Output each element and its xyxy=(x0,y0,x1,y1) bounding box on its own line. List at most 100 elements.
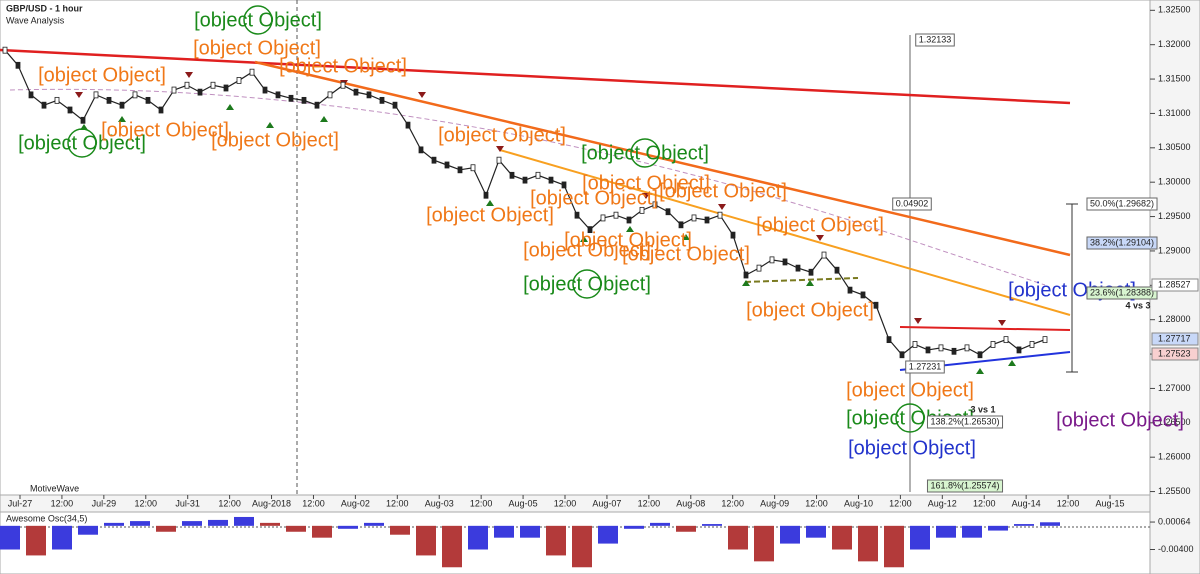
fib-box xyxy=(905,360,945,374)
y-tick-label: 1.32000 xyxy=(1158,39,1191,49)
candle xyxy=(327,91,333,99)
candle xyxy=(1029,341,1035,348)
x-tick-label: 12:00 xyxy=(218,498,241,508)
wave-label: [object Object] xyxy=(530,187,658,209)
fib-label: 138.2%(1.26530) xyxy=(930,416,999,426)
x-tick-label: Aug-02 xyxy=(341,498,370,508)
wave-label: [object Object] xyxy=(101,119,229,141)
candle xyxy=(80,116,86,124)
candle xyxy=(964,344,970,352)
fib-label: 38.2%(1.29104) xyxy=(1090,237,1154,247)
note: 4 vs 3 xyxy=(1125,300,1150,310)
y-tick-label: 1.29500 xyxy=(1158,211,1191,221)
osc-bar xyxy=(208,519,228,526)
x-tick-label: Aug-14 xyxy=(1012,498,1041,508)
wave-label: [object Object] xyxy=(438,124,566,146)
osc-bar xyxy=(312,525,332,538)
osc-bar xyxy=(806,525,826,538)
y-tick-label: 1.28000 xyxy=(1158,314,1191,324)
candle xyxy=(1003,336,1009,344)
candle xyxy=(54,96,60,104)
osc-bar xyxy=(988,525,1008,531)
osc-bar xyxy=(936,525,956,538)
candle xyxy=(392,101,398,109)
candle xyxy=(353,88,359,96)
price-tag-box xyxy=(1151,278,1199,292)
x-tick-label: 12:00 xyxy=(889,498,912,508)
x-tick-label: Aug-05 xyxy=(509,498,538,508)
wave-circle xyxy=(243,5,273,35)
candle xyxy=(262,86,268,94)
x-tick-label: Jul-29 xyxy=(92,498,117,508)
candle xyxy=(340,81,346,89)
y-tick-label: 1.30500 xyxy=(1158,142,1191,152)
x-tick-label: 12:00 xyxy=(135,498,158,508)
wave-label: [object Object] xyxy=(426,204,554,226)
candle xyxy=(41,101,47,109)
y-tick-label: 1.30000 xyxy=(1158,177,1191,187)
wave-label: [object Object] xyxy=(38,64,166,86)
x-tick-label: 12:00 xyxy=(470,498,493,508)
x-tick-label: Aug-08 xyxy=(676,498,705,508)
fib-box xyxy=(915,33,955,47)
osc-bar xyxy=(676,525,696,532)
candle xyxy=(743,271,749,279)
osc-bar xyxy=(494,525,514,538)
price-tag: 1.28527 xyxy=(1158,279,1191,289)
candle xyxy=(1042,336,1048,344)
osc-bar xyxy=(702,524,722,526)
x-tick-label: Aug-09 xyxy=(760,498,789,508)
wave-label: [object Object] xyxy=(194,9,322,31)
fib-box xyxy=(1086,197,1158,211)
y-tick-label: 1.25500 xyxy=(1158,486,1191,496)
fib-label: 50.0%(1.29682) xyxy=(1090,198,1154,208)
osc-bar xyxy=(884,525,904,568)
fib-label: 0.04902 xyxy=(896,198,929,208)
chart-title: GBP/USD - 1 hour xyxy=(6,3,83,13)
wave-label: [object Object] xyxy=(523,239,651,261)
osc-bar xyxy=(26,525,46,556)
candle xyxy=(301,96,307,104)
x-tick-label: 12:00 xyxy=(51,498,74,508)
candle xyxy=(457,166,463,174)
wave-label: [object Object] xyxy=(211,129,339,151)
y-tick-label: 1.31500 xyxy=(1158,73,1191,83)
candle xyxy=(171,86,177,94)
wave-label: [object Object] xyxy=(582,172,710,194)
candle xyxy=(665,208,671,216)
candle xyxy=(782,258,788,266)
candle xyxy=(210,81,216,89)
osc-bar xyxy=(962,525,982,538)
osc-bar xyxy=(910,525,930,550)
wave-circle xyxy=(630,138,660,168)
osc-bar xyxy=(1014,524,1034,526)
candle xyxy=(197,88,203,96)
osc-bar xyxy=(572,525,592,568)
osc-bar xyxy=(520,525,540,538)
candle xyxy=(379,96,385,104)
candle xyxy=(808,268,814,276)
candle xyxy=(67,106,73,114)
candle xyxy=(990,341,996,348)
x-tick-label: 12:00 xyxy=(805,498,828,508)
x-tick-label: 12:00 xyxy=(302,498,325,508)
wave-circle xyxy=(895,403,925,433)
candle xyxy=(509,171,515,179)
candle xyxy=(860,291,866,299)
candle xyxy=(15,61,21,69)
osc-tick-label: 0.00064 xyxy=(1158,516,1191,526)
candle xyxy=(184,81,190,89)
osc-bar xyxy=(260,522,280,526)
trend-line xyxy=(744,277,859,283)
x-tick-label: 12:00 xyxy=(721,498,744,508)
x-tick-label: 12:00 xyxy=(1057,498,1080,508)
moving-average xyxy=(9,88,1046,286)
x-tick-label: 12:00 xyxy=(973,498,996,508)
candle xyxy=(28,91,34,99)
candle xyxy=(639,206,645,214)
chart-subtitle: Wave Analysis xyxy=(6,15,65,25)
candle xyxy=(795,264,801,272)
x-tick-label: Aug-03 xyxy=(425,498,454,508)
candle xyxy=(93,91,99,99)
wave-label: [object Object] xyxy=(18,132,146,154)
